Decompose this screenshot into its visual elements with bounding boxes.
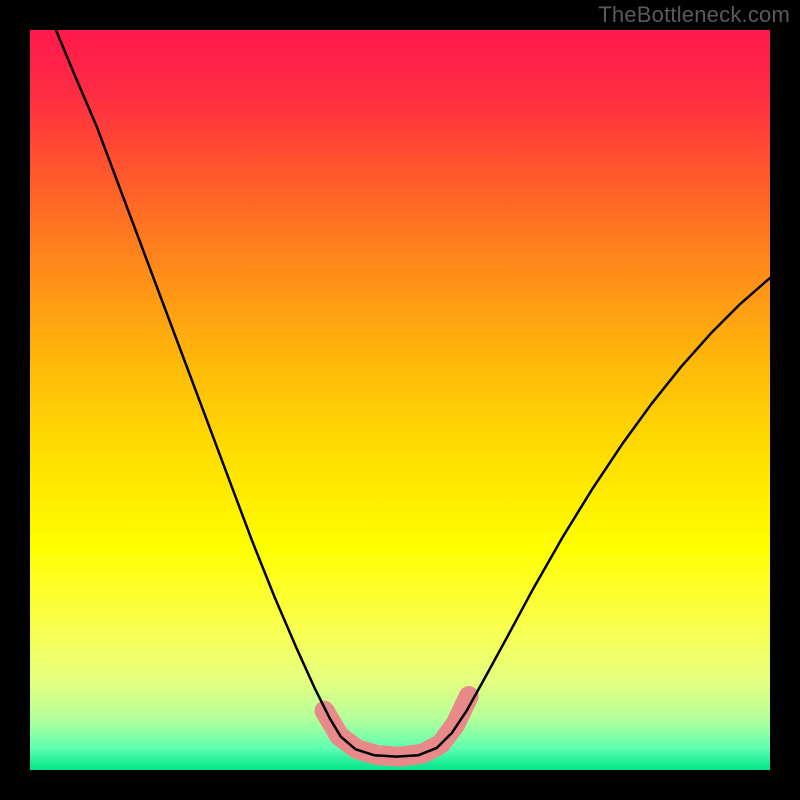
chart-frame: TheBottleneck.com — [0, 0, 800, 800]
bottleneck-chart-svg — [0, 0, 800, 800]
watermark-text: TheBottleneck.com — [598, 2, 790, 28]
gradient-background — [30, 30, 770, 770]
